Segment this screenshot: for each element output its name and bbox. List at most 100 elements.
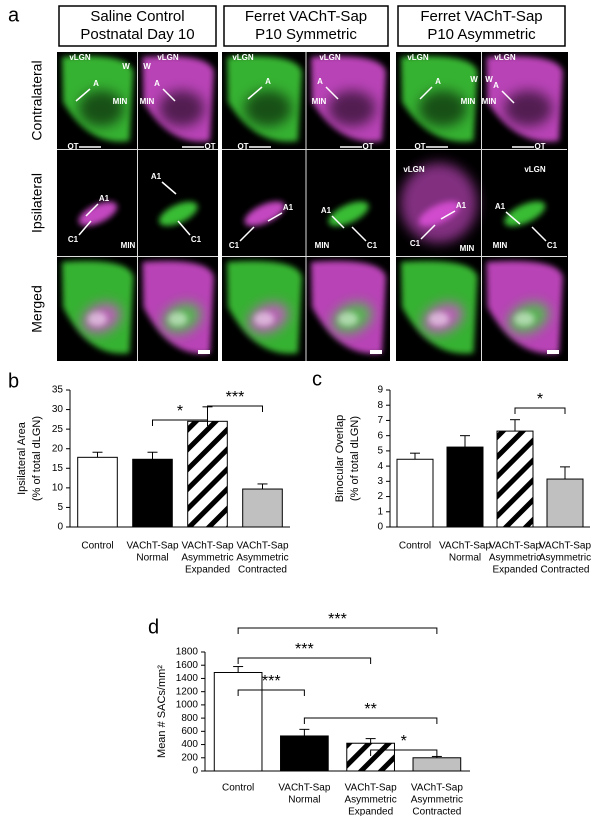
y-axis-title: (% of total dLGN) — [349, 416, 361, 501]
y-tick-label: 4 — [377, 461, 383, 472]
y-tick-label: 1200 — [176, 686, 199, 697]
tissue — [253, 312, 275, 326]
y-axis-title: Binocular Overlap — [334, 415, 346, 502]
annotation: MIN — [315, 241, 330, 250]
panel-label: c — [312, 368, 322, 390]
x-tick-label: VAChT-Sap — [126, 541, 178, 552]
x-tick-label: VAChT-Sap — [489, 541, 541, 552]
significance-bracket — [237, 657, 372, 664]
y-tick-label: 400 — [181, 739, 198, 750]
annotation-arrow — [420, 224, 436, 240]
column-header: P10 Asymmetric — [427, 26, 536, 43]
y-tick-label: 2 — [377, 491, 383, 502]
bar — [412, 757, 462, 772]
column-header: Postnatal Day 10 — [80, 26, 194, 43]
bar — [396, 458, 434, 528]
annotation: OT — [204, 142, 215, 151]
annotation: vLGN — [319, 53, 341, 62]
annotation: A1 — [495, 202, 506, 211]
annotation: A — [317, 77, 323, 86]
significance-label: * — [401, 733, 407, 750]
y-tick-label: 30 — [52, 404, 64, 415]
significance-label: *** — [328, 611, 347, 628]
panel-label: b — [8, 370, 19, 392]
x-tick-label: Normal — [288, 795, 320, 806]
annotation: MIN — [482, 97, 497, 106]
annotation: C1 — [191, 235, 202, 244]
y-tick-label: 1800 — [176, 647, 199, 658]
tissue — [328, 90, 376, 127]
column-header-box — [58, 5, 217, 47]
significance-label: ** — [364, 701, 376, 718]
annotation: MIN — [140, 97, 155, 106]
y-tick-label: 9 — [377, 385, 383, 396]
annotation: MIN — [493, 241, 508, 250]
x-tick-label: Normal — [136, 553, 168, 564]
tissue — [337, 312, 359, 326]
annotation-arrow — [75, 88, 91, 102]
y-tick-label: 3 — [377, 476, 383, 487]
significance-bracket — [237, 627, 438, 634]
tissue — [78, 90, 124, 127]
x-tick-label: VAChT-Sap — [345, 783, 397, 794]
annotation: W — [485, 75, 493, 84]
annotation-arrow — [161, 181, 177, 195]
y-tick-label: 5 — [377, 446, 383, 457]
bar — [546, 478, 584, 528]
annotation: W — [122, 62, 130, 71]
x-tick-label: Control — [399, 541, 431, 552]
y-tick-label: 0 — [57, 522, 63, 533]
tissue — [428, 312, 450, 326]
annotation: MIN — [461, 97, 476, 106]
gap — [390, 52, 396, 361]
annotation: vLGN — [157, 53, 179, 62]
annotation-arrow — [162, 88, 176, 102]
y-tick-label: 5 — [57, 502, 63, 513]
annotation: OT — [362, 142, 373, 151]
bar — [346, 742, 395, 772]
annotation: A1 — [321, 206, 332, 215]
tissue — [78, 201, 118, 226]
x-tick-label: VAChT-Sap — [539, 541, 591, 552]
annotation: MIN — [312, 97, 327, 106]
tissue — [159, 90, 205, 127]
column-header: Ferret VAChT-Sap — [245, 8, 367, 25]
annotation: A1 — [151, 172, 162, 181]
significance-bracket — [237, 689, 305, 696]
bar — [280, 735, 329, 772]
annotation: vLGN — [403, 165, 425, 174]
tissue — [328, 201, 369, 227]
bar — [132, 458, 173, 528]
y-tick-label: 600 — [181, 726, 198, 737]
annotation: C1 — [367, 241, 378, 250]
annotation: A1 — [456, 201, 467, 210]
x-tick-label: Asymmetric — [411, 795, 463, 806]
x-tick-label: Control — [222, 783, 254, 794]
annotation: W — [470, 75, 478, 84]
bar — [446, 446, 484, 528]
x-tick-label: Asymmetric — [539, 553, 591, 564]
tissue — [400, 163, 478, 243]
x-tick-label: Expanded — [185, 565, 230, 576]
annotation-arrow — [531, 226, 547, 242]
annotation-arrow — [177, 220, 191, 236]
gap — [218, 52, 222, 361]
annotation: vLGN — [524, 165, 546, 174]
x-tick-label: Normal — [449, 553, 481, 564]
annotation: MIN — [121, 241, 136, 250]
panel-label: d — [148, 616, 159, 638]
annotation: OT — [534, 142, 545, 151]
annotation: vLGN — [407, 53, 429, 62]
tissue — [159, 201, 198, 226]
x-tick-label: Expanded — [492, 565, 537, 576]
panel-label: a — [8, 4, 20, 26]
bar — [77, 456, 118, 528]
y-tick-label: 7 — [377, 415, 383, 426]
annotation: vLGN — [232, 53, 254, 62]
annotation-arrow — [351, 226, 367, 242]
annotation: OT — [414, 142, 425, 151]
bar — [213, 671, 263, 772]
row-label: Ipsilateral — [29, 173, 45, 233]
tissue — [504, 90, 553, 127]
row-label: Merged — [29, 285, 45, 332]
